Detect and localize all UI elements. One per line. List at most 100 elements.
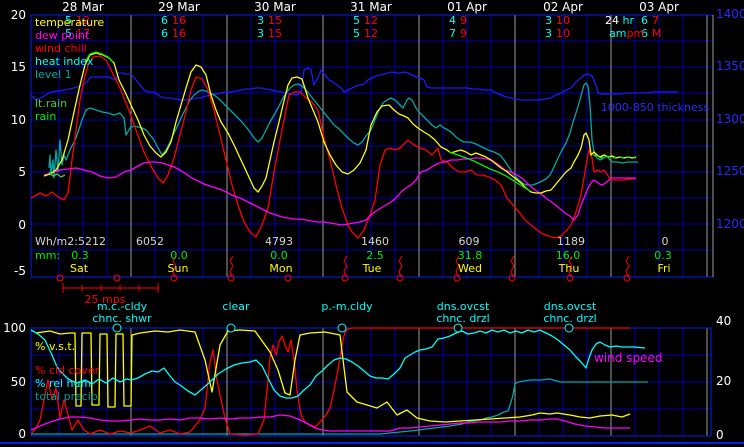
- legend-rain: rain: [35, 110, 57, 123]
- legend--rel-hum: % rel hum: [35, 377, 92, 390]
- left-axis-tick--5: -5: [14, 264, 26, 278]
- solar-value: 6052: [136, 235, 164, 248]
- day-name-Thu: Thu: [558, 262, 580, 275]
- forecast-marker-circle: [226, 323, 236, 333]
- temp-lo-24hr: 4: [449, 14, 456, 27]
- curve-lt_rain_a: [48, 171, 66, 178]
- legend-temperature: temperature: [35, 16, 105, 29]
- precip-value: 16.0: [555, 249, 581, 262]
- temp-lo-24hr: 6: [641, 14, 648, 27]
- precip-onset-squiggle: [455, 255, 460, 278]
- key-24: 24: [605, 14, 619, 27]
- hour-marker-circle: [113, 274, 121, 282]
- date-header-01-Apr: 01 Apr: [447, 0, 487, 14]
- date-header-29-Mar: 29 Mar: [158, 0, 200, 14]
- curve-rel_hum: [30, 329, 646, 399]
- temp-hi-ampm: M: [652, 27, 662, 40]
- forecast-line2-4: chnc. drzl: [543, 312, 597, 325]
- left-axis-tick-5: 5: [18, 165, 26, 179]
- forecast-line1-4: dns.ovcst: [543, 300, 597, 313]
- legend--cld-cover: % cld cover: [35, 364, 100, 377]
- solar-value: 1189: [557, 235, 585, 248]
- forecast-line1-3: dns.ovcst: [436, 300, 490, 313]
- forecast-line1-2: p.-m.cldy: [321, 300, 373, 313]
- precip-onset-squiggle: [229, 255, 234, 278]
- legend-heat-index: heat index: [35, 55, 94, 68]
- curve-wind_chill: [30, 55, 635, 239]
- day-name-Mon: Mon: [269, 262, 293, 275]
- bottom-right-tick-20: 20: [716, 374, 732, 388]
- right-axis-tick-1400: 1400: [716, 7, 744, 21]
- legend-dew-point: dew point: [35, 29, 90, 42]
- temp-lo-ampm: 7: [449, 27, 456, 40]
- right-axis-tick-1350: 1350: [716, 59, 744, 73]
- day-name-Wed: Wed: [458, 262, 482, 275]
- temp-lo-24hr: 5: [353, 14, 360, 27]
- date-header-02-Apr: 02 Apr: [543, 0, 583, 14]
- temp-hi-ampm: 10: [556, 27, 570, 40]
- forecast-marker-circle: [112, 323, 122, 333]
- forecast-marker-circle: [564, 323, 574, 333]
- forecast-line2-3: chnc. drzl: [436, 312, 490, 325]
- temp-lo-ampm: 6: [161, 27, 168, 40]
- solar-value: 609: [458, 235, 480, 248]
- right-axis-tick-1250: 1250: [716, 164, 744, 178]
- hour-marker-circle: [508, 274, 516, 282]
- date-header-30-Mar: 30 Mar: [254, 0, 296, 14]
- temp-lo-ampm: 5: [65, 27, 72, 40]
- wind-scale-label: 25 mps: [84, 293, 126, 306]
- precip-onset-squiggle: [568, 255, 573, 278]
- temp-hi-ampm: 9: [460, 27, 467, 40]
- precip-value: 0.0: [270, 249, 288, 262]
- temp-lo-ampm: 3: [545, 27, 552, 40]
- legend-wind-chill: wind chill: [35, 42, 87, 55]
- hour-marker-circle: [566, 274, 574, 282]
- curve-vst: [35, 329, 631, 423]
- precip-onset-squiggle: [172, 255, 177, 278]
- curve-wind_speed: [30, 414, 630, 432]
- precip-value: 0.0: [170, 249, 188, 262]
- bottom-left-tick-0: 0: [18, 427, 26, 441]
- solar-value: 0: [661, 235, 669, 248]
- hour-marker-circle: [170, 274, 178, 282]
- precip-value: 0.3: [71, 249, 89, 262]
- right-axis-tick-1200: 1200: [716, 217, 744, 231]
- forecast-line2-0: chnc. shwr: [92, 312, 152, 325]
- key-pm: pm: [626, 27, 645, 40]
- temp-hi-24hr: 12: [76, 14, 90, 27]
- temp-lo-24hr: 3: [257, 14, 264, 27]
- forecast-line1-0: m.c.-cldy: [96, 300, 148, 313]
- hour-marker-circle: [284, 274, 292, 282]
- forecast-line1-1: clear: [222, 300, 250, 313]
- day-name-Sat: Sat: [69, 262, 89, 275]
- legend-lt-rain: lt.rain: [35, 97, 68, 110]
- solar-row-label: Wh/m2:5212: [35, 235, 106, 248]
- temp-hi-ampm: 16: [172, 27, 186, 40]
- hour-marker-circle: [341, 274, 349, 282]
- temp-hi-24hr: 9: [460, 14, 467, 27]
- day-name-Sun: Sun: [167, 262, 189, 275]
- left-axis-tick-10: 10: [10, 113, 26, 127]
- hour-marker-circle: [623, 274, 631, 282]
- temp-hi-24hr: 15: [268, 14, 282, 27]
- temp-lo-ampm: 6: [641, 27, 648, 40]
- temp-hi-24hr: 12: [364, 14, 378, 27]
- temp-lo-ampm: 5: [353, 27, 360, 40]
- curve-rain_b: [448, 151, 531, 192]
- temp-hi-ampm: 17: [76, 27, 90, 40]
- date-header-28-Mar: 28 Mar: [62, 0, 104, 14]
- solar-value: 4793: [265, 235, 293, 248]
- legend-total-precip: total precip: [35, 390, 98, 403]
- bottom-left-tick-100: 100: [3, 321, 26, 335]
- date-header-31-Mar: 31 Mar: [350, 0, 392, 14]
- precip-onset-squiggle: [343, 255, 348, 278]
- wind-speed-label: wind speed: [594, 351, 663, 365]
- curve-rain_a: [84, 51, 114, 63]
- curve-cld_cover: [30, 327, 630, 436]
- precip-row-label: mm:: [35, 249, 61, 262]
- precip-value: 31.8: [457, 249, 483, 262]
- forecast-marker-circle: [337, 323, 347, 333]
- day-name-Fri: Fri: [657, 262, 671, 275]
